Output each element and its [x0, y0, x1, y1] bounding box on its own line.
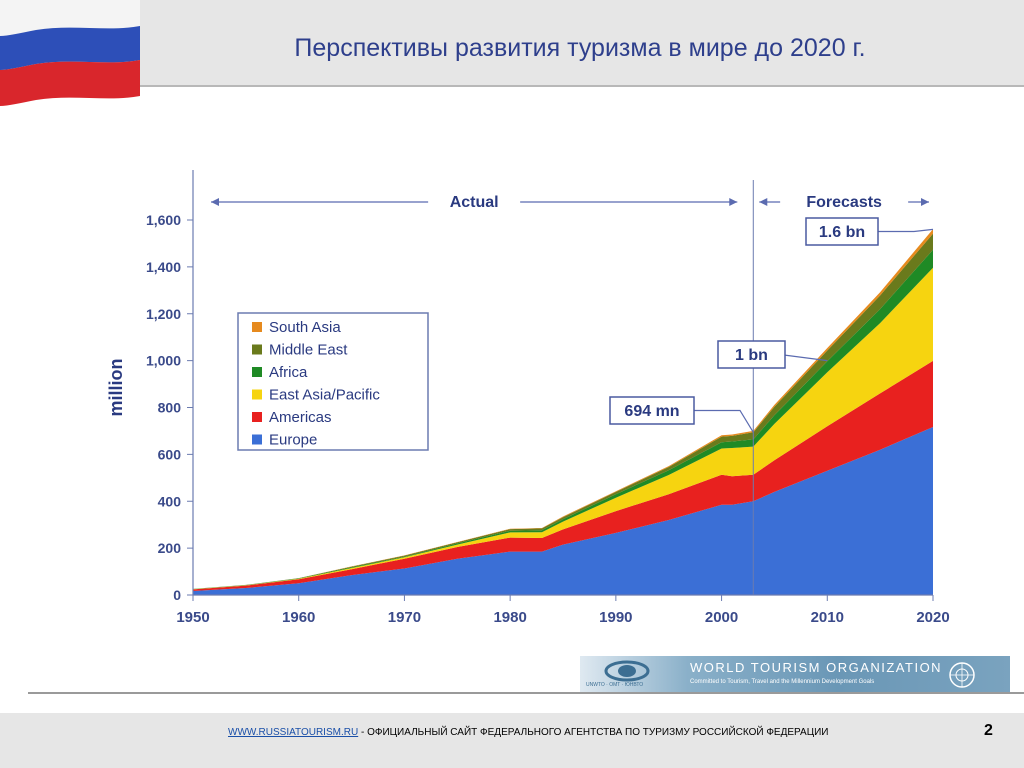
y-tick-label: 1,200	[146, 306, 181, 322]
callout-label: 1 bn	[735, 347, 768, 364]
x-tick-label: 2010	[811, 609, 844, 626]
y-tick-label: 400	[158, 493, 182, 509]
callout-label: 1.6 bn	[819, 224, 865, 241]
y-tick-label: 1,600	[146, 212, 181, 228]
unwto-name: WORLD TOURISM ORGANIZATION	[690, 660, 943, 675]
legend-swatch	[252, 367, 262, 377]
x-tick-label: 1970	[388, 609, 421, 626]
y-tick-label: 1,400	[146, 259, 181, 275]
legend-swatch	[252, 389, 262, 400]
title-bar	[0, 0, 1024, 86]
y-tick-label: 0	[173, 587, 181, 603]
area-east-asia-pacific	[193, 267, 933, 590]
area-americas	[193, 360, 933, 591]
legend-label: East Asia/Pacific	[269, 387, 380, 404]
actual-period-label: Actual	[450, 194, 499, 211]
slide-title: Перспективы развития туризма в мире до 2…	[294, 34, 866, 62]
callout-box	[805, 217, 879, 246]
unwto-globe-icon	[604, 660, 650, 682]
x-tick-label: 1980	[493, 609, 526, 626]
legend-label: Europe	[269, 432, 317, 449]
x-tick-label: 1990	[599, 609, 632, 626]
callout-box	[609, 396, 695, 425]
area-middle-east	[193, 233, 933, 589]
callout-label: 694 mn	[624, 403, 679, 420]
tourism-stacked-area-chart: 0 200 400 600 800 1,000 1,200 1,400 1,600 1950 196…	[106, 170, 950, 626]
unwto-tagline: Committed to Tourism, Travel and the Mil…	[690, 679, 875, 685]
area-europe	[193, 427, 933, 595]
legend-label: South Asia	[269, 319, 341, 336]
actual-arrowhead-right	[729, 198, 738, 206]
forecasts-period-label: Forecasts	[806, 194, 882, 211]
callout-leader-line	[694, 409, 754, 433]
legend-swatch	[252, 344, 262, 355]
russian-flag-icon	[0, 0, 140, 106]
callout-leader-line	[878, 228, 934, 233]
y-axis-title: million	[106, 359, 126, 417]
x-tick-label: 2000	[705, 609, 738, 626]
footer-caption: WWW.RUSSIATOURISM.RU - ОФИЦИАЛЬНЫЙ САЙТ …	[228, 727, 829, 738]
footer-description: - ОФИЦИАЛЬНЫЙ САЙТ ФЕДЕРАЛЬНОГО АГЕНТСТВ…	[358, 727, 829, 738]
legend-label: Americas	[269, 409, 332, 426]
y-tick-label: 600	[158, 446, 182, 462]
un-emblem-icon	[949, 662, 975, 688]
area-south-asia	[193, 229, 933, 589]
x-tick-label: 1960	[282, 609, 315, 626]
forecasts-arrowhead-left	[759, 198, 768, 206]
unwto-logo-banner: UNWTO · OMT · ЮНВТО WORLD TOURISM ORGANI…	[580, 656, 1010, 693]
title-bar-divider	[0, 85, 1024, 87]
actual-arrowhead-left	[211, 198, 219, 206]
y-tick-label: 200	[158, 540, 182, 556]
y-tick-label: 1,000	[146, 353, 181, 369]
footer-divider	[28, 692, 1024, 694]
legend-swatch	[252, 322, 262, 332]
site-link[interactable]: WWW.RUSSIATOURISM.RU	[228, 727, 359, 738]
x-tick-label: 2020	[916, 609, 949, 626]
legend-box	[237, 312, 429, 451]
x-tick-label: 1950	[176, 609, 209, 626]
callout-box	[717, 340, 786, 369]
area-africa	[193, 249, 933, 590]
legend-label: Africa	[269, 364, 308, 381]
footer-bar	[0, 713, 1024, 768]
legend-swatch	[252, 434, 262, 445]
unwto-abbreviation: UNWTO · OMT · ЮНВТО	[586, 682, 644, 688]
y-tick-label: 800	[158, 400, 182, 416]
legend-swatch	[252, 412, 262, 422]
legend-label: Middle East	[269, 342, 348, 359]
forecasts-arrowhead-right	[921, 198, 929, 206]
page-number: 2	[984, 722, 993, 739]
